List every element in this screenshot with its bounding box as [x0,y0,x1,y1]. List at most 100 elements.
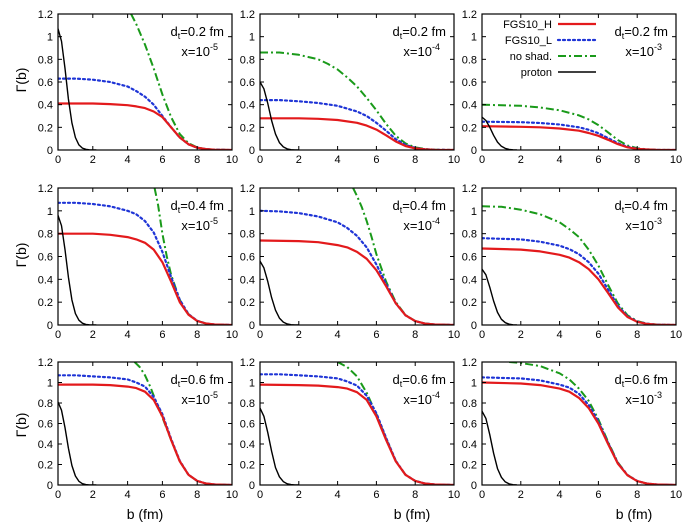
series-no-shad-curve [337,362,454,485]
y-tick-label: 0 [47,145,53,157]
x-tick-label: 8 [634,329,640,341]
y-axis-label-row-1: Γ(b) [13,68,29,93]
panel-annotation-dt: dt=0.4 fm [615,198,668,215]
series-proton-curve [58,28,97,150]
y-tick-label: 0.6 [38,77,53,89]
y-tick-label: 0 [471,480,477,492]
legend-label-FGS10-L: FGS10_L [505,35,552,47]
y-tick-label: 0.4 [240,439,255,451]
y-tick-label: 1 [471,206,477,218]
y-tick-label: 0.6 [240,419,255,431]
x-tick-label: 10 [670,489,682,501]
legend-label-FGS10-H: FGS10_H [503,19,552,31]
y-tick-label: 0 [47,480,53,492]
series-FGS10-H-curve [482,381,676,485]
x-tick-label: 2 [90,489,96,501]
y-tick-label: 0.2 [38,122,53,134]
y-tick-label: 1 [471,32,477,44]
x-tick-label: 2 [296,489,302,501]
y-tick-label: 0.2 [38,460,53,472]
x-tick-label: 4 [125,329,131,341]
x-tick-label: 0 [55,329,61,341]
y-tick-label: 0 [471,320,477,332]
y-tick-label: 1 [47,206,53,218]
panel-3-3: 0 2 4 6 8 10 0 0.2 0.4 0.6 0.8 1 1.2 dt=0.6 fmx=10-3 [462,357,682,501]
y-tick-label: 1.2 [462,183,477,195]
y-tick-label: 0.4 [38,439,53,451]
y-tick-label: 1.2 [462,9,477,21]
series-FGS10-H-curve [58,232,232,325]
x-tick-label: 8 [194,154,200,166]
x-tick-label: 10 [226,154,238,166]
panel-annotation-x: x=10-5 [181,216,218,233]
legend-label-proton: proton [521,67,552,79]
panel-1-1: 0 2 4 6 8 10 0 0.2 0.4 0.6 0.8 1 1.2 dt=0.2 fmx=10-5 [38,9,238,166]
x-axis-label-col-3: b (fm) [616,506,653,522]
y-tick-label: 0.6 [38,419,53,431]
y-tick-label: 0.4 [462,100,477,112]
panel-1-3-curves [482,103,676,150]
legend: FGS10_H FGS10_Lno shad. proton [503,19,598,79]
panel-annotation-dt: dt=0.4 fm [393,198,446,215]
x-tick-label: 10 [670,154,682,166]
panel-3-1: 0 2 4 6 8 10 0 0.2 0.4 0.6 0.8 1 1.2 dt=0.6 fmx=10-5 [38,357,238,501]
x-tick-label: 4 [335,489,341,501]
panel-annotation-dt: dt=0.4 fm [171,198,224,215]
series-FGS10-H-curve [58,102,232,150]
panel-2-1: 0 2 4 6 8 10 0 0.2 0.4 0.6 0.8 1 1.2 dt=0.4 fmx=10-5 [38,183,238,341]
y-tick-label: 0.2 [462,297,477,309]
x-tick-label: 2 [518,489,524,501]
y-tick-label: 0.8 [38,398,53,410]
panel-annotation-dt: dt=0.6 fm [615,372,668,389]
y-tick-label: 0.6 [240,77,255,89]
y-tick-label: 1.2 [240,183,255,195]
x-tick-label: 10 [448,154,460,166]
x-tick-label: 6 [373,489,379,501]
series-FGS10-H-curve [260,117,454,150]
x-tick-label: 10 [448,329,460,341]
y-tick-label: 0.8 [462,229,477,241]
y-tick-label: 0.6 [462,77,477,89]
panel-annotation-dt: dt=0.2 fm [615,24,668,41]
y-tick-label: 0.8 [38,229,53,241]
y-tick-label: 0.6 [462,252,477,264]
panel-annotation-dt: dt=0.6 fm [171,372,224,389]
x-tick-label: 6 [159,489,165,501]
legend-label-no-shad: no shad. [510,51,552,63]
x-tick-label: 2 [90,329,96,341]
y-tick-label: 0.2 [38,297,53,309]
x-tick-label: 4 [557,329,563,341]
series-FGS10-L-curve [260,99,454,150]
x-tick-label: 10 [448,489,460,501]
panel-annotation-dt: dt=0.2 fm [171,24,224,41]
y-tick-label: 0.8 [462,54,477,66]
x-tick-label: 8 [194,329,200,341]
panel-annotation-x: x=10-4 [403,216,440,233]
x-tick-label: 0 [257,329,263,341]
x-axis-label-col-1: b (fm) [127,506,164,522]
y-tick-label: 1.2 [38,183,53,195]
x-tick-label: 6 [595,329,601,341]
x-tick-label: 6 [373,329,379,341]
series-proton-curve [260,81,299,150]
series-proton-curve [482,410,517,485]
y-tick-label: 1.2 [38,357,53,369]
series-proton-curve [58,215,97,325]
y-tick-label: 0.4 [240,274,255,286]
panel-annotation-x: x=10-3 [625,42,662,59]
y-tick-label: 0.4 [240,100,255,112]
series-FGS10-H-curve [260,383,454,485]
y-tick-label: 0.2 [462,460,477,472]
series-FGS10-L-curve [482,237,676,325]
y-tick-label: 0.8 [240,398,255,410]
panel-annotation-x: x=10-5 [181,390,218,407]
x-tick-label: 10 [226,329,238,341]
panel-annotation-dt: dt=0.2 fm [393,24,446,41]
y-tick-label: 0.6 [38,252,53,264]
panel-3-2: 0 2 4 6 8 10 0 0.2 0.4 0.6 0.8 1 1.2 dt=0.6 fmx=10-4 [240,357,460,501]
series-FGS10-H-curve [482,247,676,325]
series-FGS10-L-curve [260,373,454,485]
series-proton-curve [260,407,299,485]
